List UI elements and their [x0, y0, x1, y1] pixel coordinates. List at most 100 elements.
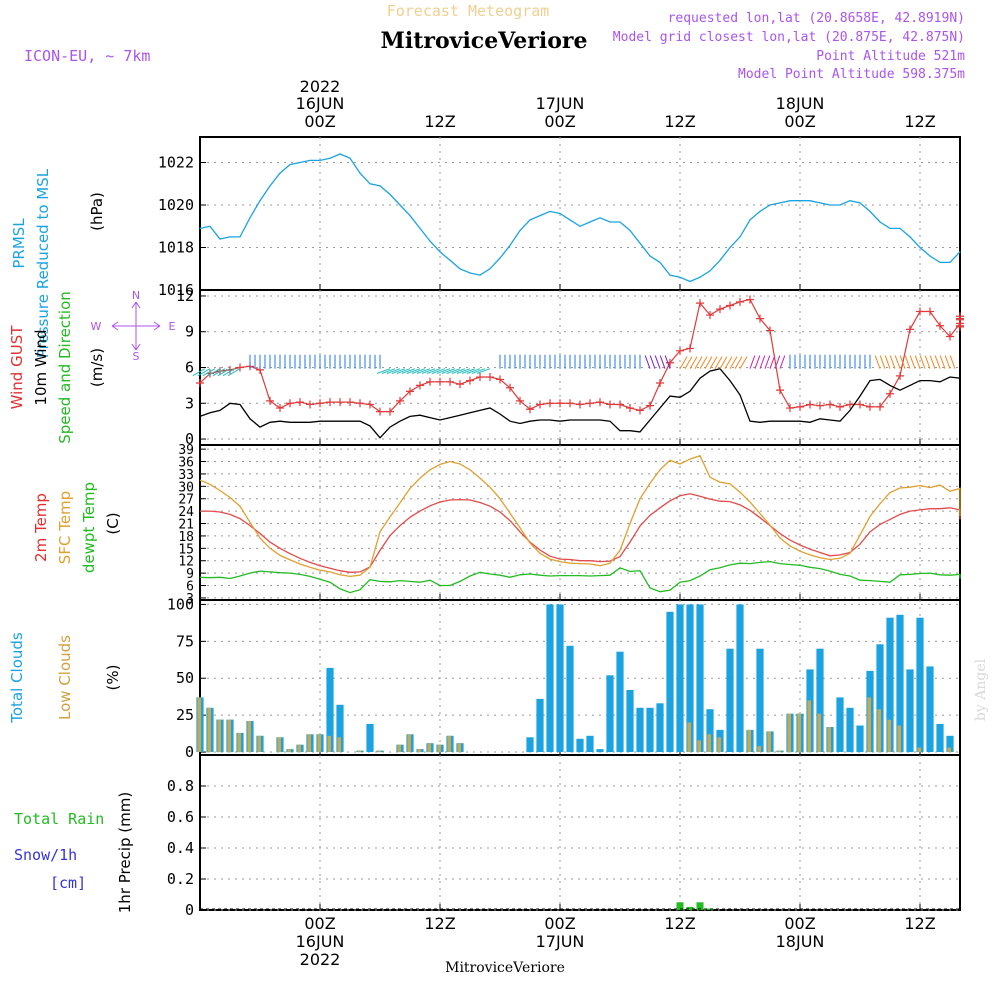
panel-unit: (m/s) — [88, 348, 106, 387]
total-cloud-bar — [836, 697, 844, 752]
wind-arrow — [924, 355, 931, 369]
panel-ylabel: Pressure Reduced to MSL — [34, 168, 52, 358]
wind-arrow — [644, 355, 651, 369]
compass-w: W — [91, 320, 102, 333]
gust-marker — [396, 396, 404, 405]
wind-arrow — [949, 355, 956, 369]
gust-marker — [626, 404, 634, 413]
wind-arrow — [441, 368, 456, 374]
pressure-line-point — [719, 259, 721, 261]
wind-arrow — [421, 368, 436, 374]
wind-arrow — [929, 355, 936, 369]
total-cloud-bar — [616, 651, 624, 753]
total-cloud-bar — [686, 604, 694, 752]
wind-arrow — [461, 368, 476, 374]
bottom-axis-hour: 12Z — [424, 914, 455, 933]
y-tick-label: 15 — [178, 542, 194, 557]
gust-marker — [336, 398, 344, 407]
pressure-line-point — [709, 270, 711, 272]
y-tick-label: 27 — [178, 493, 194, 508]
gust-marker — [856, 400, 864, 409]
pressure-line-point — [619, 221, 621, 223]
total-cloud-bar — [756, 648, 764, 752]
total-cloud-bar — [886, 617, 894, 752]
low-cloud-bar — [787, 713, 791, 753]
pressure-line-point — [879, 221, 881, 223]
top-axis-year: 2022 — [300, 77, 341, 96]
point-altitude: Point Altitude 521m — [816, 49, 965, 64]
gust-marker — [476, 373, 484, 382]
wind-arrow — [879, 355, 886, 369]
panel-ylabel: 1hr Precip (mm) — [116, 792, 134, 913]
wind-arrow — [446, 368, 461, 374]
wind-arrow — [729, 356, 738, 369]
total-cloud-bar — [856, 725, 864, 753]
total-cloud-bar — [636, 707, 644, 753]
wind-arrow — [889, 355, 896, 369]
bottom-axis-date: 16JUN — [296, 932, 345, 951]
low-cloud-bar — [687, 722, 691, 752]
low-cloud-bar — [407, 734, 411, 752]
panel-frame — [199, 444, 961, 601]
gust-marker — [546, 399, 554, 408]
pressure-line-point — [559, 212, 561, 215]
wind-arrow — [939, 355, 946, 369]
pressure-line-point — [489, 268, 491, 270]
gust-marker — [486, 373, 494, 382]
temp-sfc-line — [199, 454, 961, 578]
panel-frame — [199, 754, 961, 911]
total-cloud-bar — [816, 648, 824, 752]
total-cloud-bar — [666, 611, 674, 752]
gust-marker — [316, 399, 324, 408]
wind-arrow — [456, 368, 471, 374]
requested-coords: requested lon,lat (20.8658E, 42.8919N) — [668, 11, 965, 26]
pressure-line-point — [789, 200, 791, 202]
gust-marker — [296, 398, 304, 407]
wind-arrow — [914, 355, 921, 369]
low-cloud-bar — [767, 731, 771, 753]
y-tick-label: 9 — [186, 567, 194, 582]
top-axis-date: 17JUN — [536, 94, 585, 113]
pressure-line-point — [589, 221, 591, 223]
pressure-line-point — [779, 202, 781, 204]
pressure-line-point — [329, 157, 331, 159]
pressure-line-point — [769, 204, 771, 206]
low-cloud-bar — [217, 719, 221, 753]
gust-marker — [426, 377, 434, 386]
total-cloud-bar — [906, 669, 914, 753]
pressure-line-point — [469, 272, 471, 274]
total-cloud-bar — [876, 644, 884, 753]
panel-ylabel: 10m Wind — [32, 329, 50, 405]
pressure-line-point — [569, 219, 571, 221]
wind-arrow — [654, 355, 661, 369]
total-cloud-bar — [916, 617, 924, 752]
pressure-line-point — [269, 185, 271, 187]
page-title: MitroviceVeriore — [381, 28, 588, 54]
y-tick-label: 0.2 — [167, 870, 194, 888]
low-cloud-bar — [197, 697, 201, 752]
low-cloud-bar — [877, 709, 881, 752]
y-tick-label: 0.8 — [167, 777, 194, 795]
wind-panel: 0 3 6 9 12 Wind GUST 10m Wind Speed and Directi… — [8, 287, 964, 448]
y-tick-label: 3 — [185, 394, 194, 412]
wind-arrow — [734, 356, 743, 369]
y-tick-label: 36 — [178, 456, 194, 471]
gust-marker — [366, 400, 374, 409]
wind-arrow — [396, 368, 411, 374]
wind-arrow — [684, 356, 693, 369]
pressure-line-point — [799, 200, 801, 202]
top-label: Forecast Meteogram — [387, 2, 550, 20]
model-point-altitude: Model Point Altitude 598.375m — [738, 67, 965, 82]
low-cloud-bar — [827, 727, 831, 753]
total-cloud-bar — [676, 604, 684, 752]
pressure-line-point — [939, 261, 941, 263]
gust-marker — [906, 325, 914, 334]
gust-marker — [676, 346, 684, 355]
pressure-line-point — [349, 157, 351, 159]
wind-arrow — [699, 356, 708, 369]
wind-arrow — [754, 355, 761, 369]
pressure-line-point — [199, 227, 201, 229]
